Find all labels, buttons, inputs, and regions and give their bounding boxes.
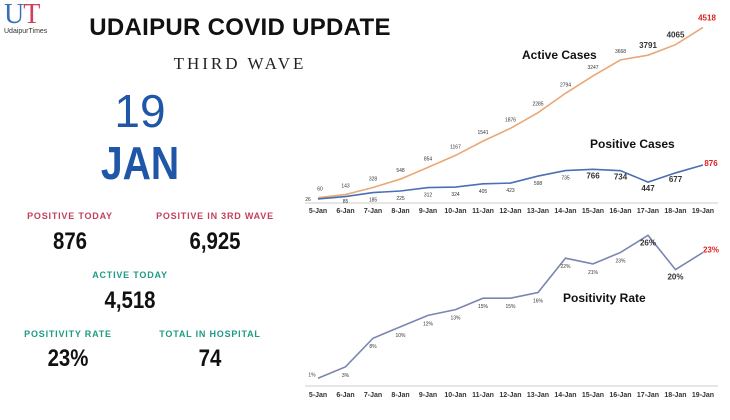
- x-tick-label: 11-Jan: [472, 392, 494, 399]
- hospital-label: TOTAL IN HOSPITAL: [159, 329, 261, 339]
- positive-today-value: 876: [52, 228, 88, 255]
- x-tick-label: 18-Jan: [664, 392, 686, 399]
- page-title: UDAIPUR COVID UPDATE: [89, 14, 391, 41]
- positivity-rate-data-label: 26%: [640, 238, 656, 247]
- positive-cases-data-label: 85: [343, 199, 349, 205]
- positivity-rate-data-label: 13%: [450, 316, 461, 322]
- x-tick-label: 7-Jan: [364, 392, 382, 399]
- active-cases-data-label: 548: [396, 168, 405, 174]
- x-tick-label: 19-Jan: [692, 392, 714, 399]
- active-cases-data-label: 4518: [698, 13, 716, 22]
- x-tick-label: 15-Jan: [582, 392, 604, 399]
- series-title-rate: Positivity Rate: [563, 291, 646, 305]
- positivity-rate-data-label: 23%: [703, 245, 719, 254]
- x-tick-label: 17-Jan: [637, 392, 659, 399]
- positivity-rate-value: 23%: [47, 345, 89, 372]
- subtitle: THIRD WAVE: [173, 54, 307, 73]
- positivity-rate-data-label: 22%: [560, 264, 571, 270]
- positivity-rate-data-label: 10%: [395, 333, 406, 339]
- positive-cases-data-label: 447: [641, 184, 655, 193]
- positive-cases-data-label: 225: [396, 196, 405, 202]
- x-tick-label: 12-Jan: [499, 208, 521, 215]
- x-tick-label: 16-Jan: [609, 208, 631, 215]
- positive-cases-data-label: 677: [669, 175, 683, 184]
- x-tick-label: 16-Jan: [609, 392, 631, 399]
- x-tick-label: 8-Jan: [391, 208, 409, 215]
- positive-wave-value: 6,925: [189, 228, 241, 255]
- active-cases-line: [317, 26, 704, 199]
- active-cases-data-label: 3247: [587, 65, 598, 71]
- positivity-rate-data-label: 15%: [505, 304, 516, 310]
- active-cases-data-label: 143: [341, 184, 350, 190]
- positive-today-label: POSITIVE TODAY: [27, 211, 113, 221]
- positivity-rate-data-label: 21%: [588, 270, 599, 276]
- date-day: 19: [114, 85, 166, 137]
- positivity-rate-data-label: 16%: [533, 298, 544, 304]
- x-tick-label: 7-Jan: [364, 208, 382, 215]
- x-tick-label: 18-Jan: [664, 208, 686, 215]
- positivity-rate-data-label: 1%: [308, 372, 316, 378]
- active-cases-data-label: 4065: [667, 31, 685, 40]
- positivity-rate-data-label: 8%: [369, 344, 377, 350]
- positive-cases-data-label: 405: [479, 189, 488, 195]
- x-tick-label: 5-Jan: [309, 208, 327, 215]
- hospital-value: 74: [198, 345, 222, 372]
- x-tick-label: 13-Jan: [527, 392, 549, 399]
- series-title-active: Active Cases: [522, 48, 597, 62]
- x-tick-label: 6-Jan: [336, 208, 354, 215]
- udaipur-times-logo: UT UdaipurTimes: [4, 0, 48, 36]
- x-tick-label: 14-Jan: [554, 208, 576, 215]
- positive-cases-data-label: 766: [586, 171, 600, 180]
- positive-cases-data-label: 735: [561, 176, 570, 182]
- series-title-positive: Positive Cases: [590, 137, 675, 151]
- positive-wave-label: POSITIVE IN 3RD WAVE: [156, 211, 274, 221]
- x-tick-label: 9-Jan: [419, 392, 437, 399]
- active-today-label: ACTIVE TODAY: [92, 270, 168, 280]
- positivity-rate-data-label: 23%: [615, 258, 626, 264]
- x-tick-label: 13-Jan: [527, 208, 549, 215]
- x-tick-label: 12-Jan: [499, 392, 521, 399]
- x-tick-label: 9-Jan: [419, 208, 437, 215]
- positive-cases-data-label: 312: [424, 193, 433, 199]
- positive-cases-data-label: 26: [305, 197, 311, 203]
- positive-cases-line: [317, 164, 704, 200]
- x-tick-label: 19-Jan: [692, 208, 714, 215]
- positivity-rate-data-label: 15%: [478, 304, 489, 310]
- active-today-value: 4,518: [104, 287, 156, 314]
- positive-cases-data-label: 876: [704, 159, 718, 168]
- active-cases-data-label: 3791: [639, 41, 657, 50]
- x-tick-label: 15-Jan: [582, 208, 604, 215]
- positive-cases-data-label: 734: [614, 173, 628, 182]
- positive-cases-data-label: 324: [451, 192, 460, 198]
- positive-cases-data-label: 423: [506, 188, 515, 194]
- active-cases-data-label: 2285: [532, 102, 543, 108]
- active-cases-data-label: 1876: [505, 117, 516, 123]
- x-tick-label: 11-Jan: [472, 208, 494, 215]
- x-tick-label: 6-Jan: [336, 392, 354, 399]
- positivity-rate-label: POSITIVITY RATE: [24, 329, 112, 339]
- x-tick-label: 10-Jan: [444, 392, 466, 399]
- positive-cases-data-label: 185: [369, 198, 378, 204]
- active-cases-data-label: 2794: [560, 82, 571, 88]
- positivity-rate-data-label: 3%: [342, 373, 350, 379]
- active-cases-data-label: 854: [424, 156, 433, 162]
- date-month: JAN: [100, 137, 180, 189]
- positivity-rate-line: [317, 234, 704, 380]
- positive-cases-data-label: 598: [534, 181, 543, 187]
- active-cases-data-label: 60: [317, 187, 323, 193]
- x-tick-label: 5-Jan: [309, 392, 327, 399]
- positivity-rate-data-label: 20%: [667, 273, 683, 282]
- x-tick-label: 8-Jan: [391, 392, 409, 399]
- active-cases-data-label: 328: [369, 176, 378, 182]
- x-tick-label: 14-Jan: [554, 392, 576, 399]
- active-cases-data-label: 1541: [477, 130, 488, 136]
- x-tick-label: 17-Jan: [637, 208, 659, 215]
- active-cases-data-label: 3668: [615, 49, 626, 55]
- positivity-rate-data-label: 12%: [423, 321, 434, 327]
- x-tick-label: 10-Jan: [444, 208, 466, 215]
- active-cases-data-label: 1167: [450, 144, 461, 150]
